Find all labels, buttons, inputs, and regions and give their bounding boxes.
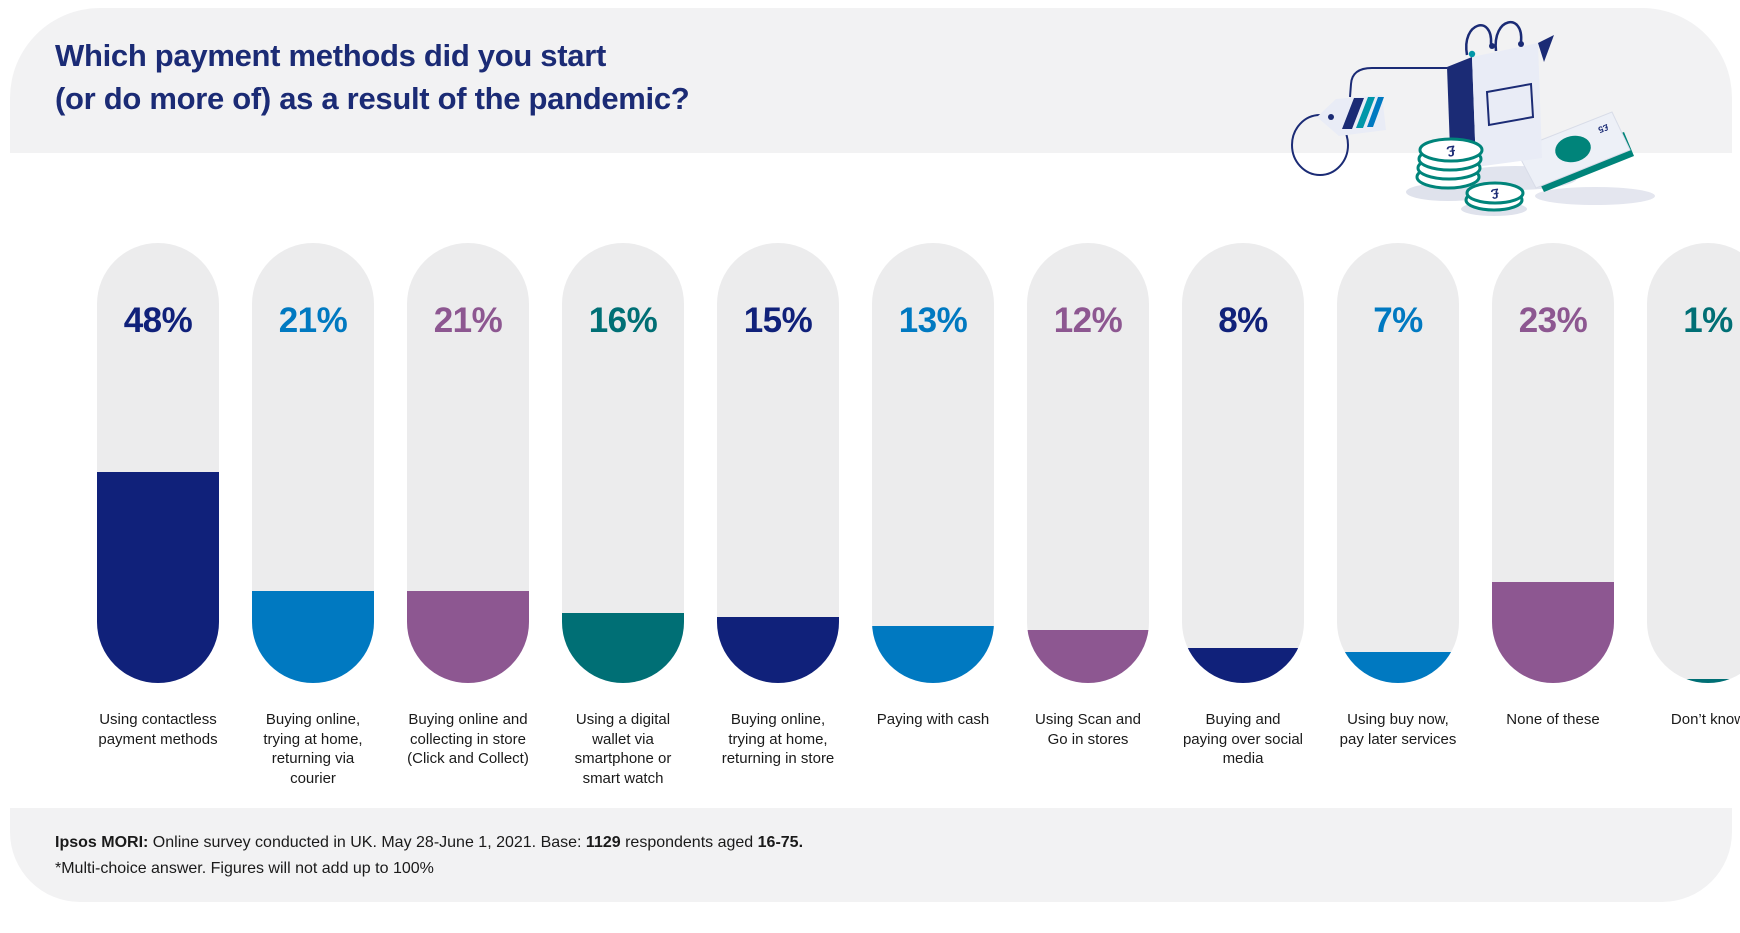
pill-category-label: Using a digital wallet via smartphone or… [574,711,672,787]
chart-column: 48% Using contactless payment methods [97,243,219,788]
pill-fill [717,617,839,683]
svg-text:£: £ [1490,186,1500,203]
pill-track: 7% [1337,243,1459,683]
pill-value-label: 8% [1218,301,1268,340]
footer-band: Ipsos MORI: Online survey conducted in U… [10,808,1732,902]
pill-category-label: Paying with cash [876,711,990,728]
pill-fill [872,625,994,683]
pill-track: 48% [97,243,219,683]
method-note: *Multi-choice answer. Figures will not a… [55,860,434,877]
title-line-1: Which payment methods did you start [55,38,606,73]
title-line-2: (or do more of) as a result of the pande… [55,81,690,116]
banknote-icon: £5 [1515,111,1634,192]
pill-fill [1337,652,1459,683]
pill-category-label: Using contactless payment methods [98,711,218,748]
source-label: Ipsos MORI: [55,834,149,851]
pill-value-label: 15% [743,301,813,340]
pill-track: 15% [717,243,839,683]
pill-category-label: None of these [1506,711,1600,728]
pill-value-label: 1% [1683,301,1733,340]
chart-column: 21% Buying online and collecting in store… [407,243,529,788]
chart-column: 7% Using buy now, pay later services [1337,243,1459,788]
pill-track: 12% [1027,243,1149,683]
pill-track: 13% [872,243,994,683]
svg-text:£5: £5 [1597,122,1610,135]
pill-fill [1492,581,1614,683]
header-band [10,8,1732,153]
pill-value-label: 7% [1373,301,1423,340]
chart-column: 13% Paying with cash [872,243,994,788]
coins-icon: £ £ [1415,137,1525,212]
pill-value-label: 12% [1053,301,1123,340]
pill-value-label: 48% [123,301,193,340]
price-tag-icon [1291,67,1447,176]
pill-value-label: 13% [898,301,968,340]
pill-track: 8% [1182,243,1304,683]
pill-track: 23% [1492,243,1614,683]
chart-column: 23% None of these [1492,243,1614,788]
svg-text:£: £ [1445,142,1456,160]
chart-column: 8% Buying and paying over social media [1182,243,1304,788]
age-range: 16-75. [757,834,804,851]
pill-value-label: 16% [588,301,658,340]
pill-fill [1647,678,1740,683]
pill-category-label: Using Scan and Go in stores [1035,711,1141,748]
pill-track: 21% [252,243,374,683]
pill-value-label: 23% [1518,301,1588,340]
pill-value-label: 21% [278,301,348,340]
pill-category-label: Buying online, trying at home, returning… [721,711,835,767]
pill-category-label: Using buy now, pay later services [1339,711,1457,748]
pill-category-label: Buying and paying over social media [1182,711,1304,767]
aged-text: respondents aged [620,834,758,851]
pill-fill [97,471,219,683]
pill-fill [252,590,374,683]
pill-track: 21% [407,243,529,683]
pill-fill [1182,647,1304,683]
chart-column: 16% Using a digital wallet via smartphone… [562,243,684,788]
pill-chart: 48% Using contactless payment methods 21% B… [97,243,1740,788]
pill-fill [1027,630,1149,683]
pill-track: 1% [1647,243,1740,683]
pill-fill [407,590,529,683]
pill-category-label: Don’t know [1670,711,1740,728]
pill-value-label: 21% [433,301,503,340]
chart-column: 1% Don’t know [1647,243,1740,788]
page-title: Which payment methods did you start (or … [55,34,690,120]
source-text: Online survey conducted in UK. May 28-Ju… [148,834,586,851]
chart-column: 15% Buying online, trying at home, return… [717,243,839,788]
payments-illustration: £5 £ [1291,21,1655,216]
pill-track: 16% [562,243,684,683]
footnote: Ipsos MORI: Online survey conducted in U… [55,830,803,882]
base-count: 1129 [585,834,621,851]
chart-column: 21% Buying online, trying at home, return… [252,243,374,788]
source-line: Ipsos MORI: Online survey conducted in U… [55,830,803,856]
chart-column: 12% Using Scan and Go in stores [1027,243,1149,788]
pill-category-label: Buying online, trying at home, returning… [263,711,363,787]
pill-fill [562,612,684,683]
shadow [1535,187,1655,205]
pill-category-label: Buying online and collecting in store (C… [407,711,529,767]
